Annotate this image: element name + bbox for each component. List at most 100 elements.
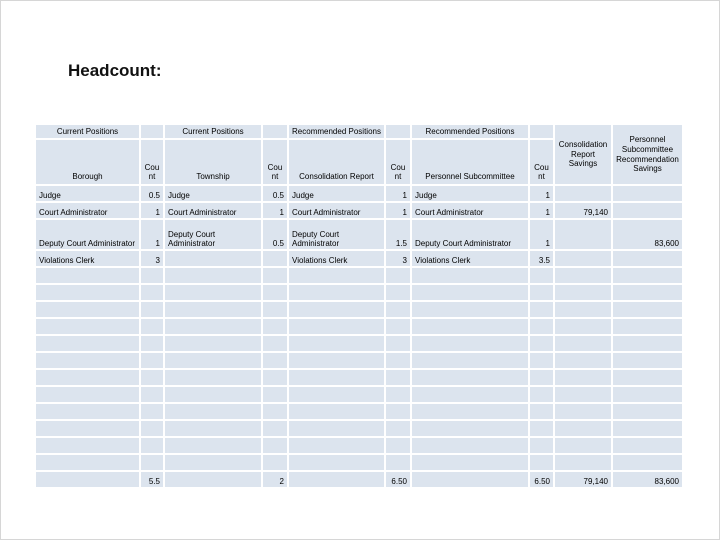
empty-row-cell <box>555 455 611 470</box>
empty-row-cell <box>141 387 163 402</box>
column-header-count: Count <box>530 140 553 184</box>
table-row-cell: Deputy Court Administrator <box>165 220 261 249</box>
totals-row-cell: 6.50 <box>386 472 410 487</box>
table-row-cell: 0.5 <box>141 186 163 201</box>
empty-row-cell <box>555 387 611 402</box>
empty-row-cell <box>289 285 384 300</box>
empty-row-cell <box>141 353 163 368</box>
empty-row-cell <box>555 438 611 453</box>
empty-row-cell <box>386 319 410 334</box>
table-row-cell: Court Administrator <box>289 203 384 218</box>
table-row-cell <box>555 220 611 249</box>
empty-row <box>36 319 682 334</box>
empty-row-cell <box>289 336 384 351</box>
empty-row-cell <box>165 268 261 283</box>
empty-row-cell <box>613 336 682 351</box>
empty-row-cell <box>530 455 553 470</box>
empty-row-cell <box>555 285 611 300</box>
table-body: Judge 0.5 Judge 0.5 Judge 1 Judge 1 Court Admini… <box>36 186 682 487</box>
headcount-table: Current Positions Current Positions Reco… <box>34 123 684 489</box>
empty-row-cell <box>36 370 139 385</box>
empty-row-cell <box>555 319 611 334</box>
table-row-cell <box>613 186 682 201</box>
empty-row-cell <box>36 404 139 419</box>
empty-row-cell <box>36 455 139 470</box>
empty-row-cell <box>141 438 163 453</box>
empty-row-cell <box>530 285 553 300</box>
empty-row <box>36 268 682 283</box>
group-header-spacer <box>386 125 410 138</box>
empty-row-cell <box>412 421 528 436</box>
table-row-cell: Violations Clerk <box>412 251 528 266</box>
empty-row-cell <box>263 404 287 419</box>
empty-row-cell <box>36 353 139 368</box>
empty-row-cell <box>289 268 384 283</box>
empty-row-cell <box>530 370 553 385</box>
table-row-cell: 1 <box>530 203 553 218</box>
empty-row-cell <box>165 319 261 334</box>
empty-row-cell <box>613 268 682 283</box>
table-row-cell: Violations Clerk <box>36 251 139 266</box>
totals-row-cell <box>412 472 528 487</box>
table-row-cell <box>555 186 611 201</box>
empty-row-cell <box>165 370 261 385</box>
empty-row-cell <box>263 353 287 368</box>
empty-row-cell <box>263 336 287 351</box>
empty-row-cell <box>412 438 528 453</box>
empty-row-cell <box>386 302 410 317</box>
empty-row-cell <box>555 404 611 419</box>
empty-row-cell <box>141 455 163 470</box>
column-header-row: Borough Count Township Count Consolidati… <box>36 140 682 184</box>
empty-row-cell <box>289 319 384 334</box>
empty-row-cell <box>613 387 682 402</box>
empty-row-cell <box>386 336 410 351</box>
empty-row-cell <box>412 387 528 402</box>
empty-row <box>36 302 682 317</box>
empty-row-cell <box>530 268 553 283</box>
totals-row-cell <box>289 472 384 487</box>
empty-row-cell <box>530 336 553 351</box>
empty-row-cell <box>289 421 384 436</box>
empty-row <box>36 353 682 368</box>
empty-row <box>36 387 682 402</box>
empty-row-cell <box>412 285 528 300</box>
empty-row-cell <box>412 336 528 351</box>
table-row-cell: 79,140 <box>555 203 611 218</box>
table-row-cell: 1 <box>141 203 163 218</box>
empty-row-cell <box>141 285 163 300</box>
empty-row-cell <box>613 319 682 334</box>
table-row-cell: 3 <box>386 251 410 266</box>
group-header-row: Current Positions Current Positions Reco… <box>36 125 682 184</box>
table-row-cell <box>613 251 682 266</box>
empty-row-cell <box>36 302 139 317</box>
group-header-recommended-positions-personnel: Recommended Positions <box>412 125 528 138</box>
empty-row-cell <box>530 404 553 419</box>
totals-row: 5.5 2 6.50 6.50 79,140 83,600 <box>36 472 682 487</box>
column-header-count: Count <box>263 140 287 184</box>
empty-row-cell <box>36 336 139 351</box>
empty-row <box>36 421 682 436</box>
empty-row-cell <box>412 319 528 334</box>
empty-row-cell <box>289 353 384 368</box>
empty-row-cell <box>412 404 528 419</box>
empty-row-cell <box>386 404 410 419</box>
group-header-current-positions-borough: Current Positions <box>36 125 139 138</box>
column-header-personnel-subcommittee: Personnel Subcommittee <box>412 140 528 184</box>
empty-row-cell <box>36 438 139 453</box>
empty-row <box>36 336 682 351</box>
group-header-spacer <box>263 125 287 138</box>
table-row-cell: 1 <box>386 186 410 201</box>
table-row-cell: 1 <box>141 220 163 249</box>
empty-row <box>36 370 682 385</box>
table-row: Violations Clerk 3 Violations Clerk 3 Violat… <box>36 251 682 266</box>
empty-row-cell <box>36 421 139 436</box>
empty-row-cell <box>613 438 682 453</box>
table-row-cell: Court Administrator <box>36 203 139 218</box>
table-row-cell <box>165 251 261 266</box>
group-header-spacer <box>530 125 553 138</box>
table-row: Court Administrator 1 Court Administrator 1… <box>36 203 682 218</box>
table-row-cell: Judge <box>412 186 528 201</box>
table-row-cell: 1 <box>530 220 553 249</box>
empty-row-cell <box>165 387 261 402</box>
empty-row-cell <box>289 438 384 453</box>
